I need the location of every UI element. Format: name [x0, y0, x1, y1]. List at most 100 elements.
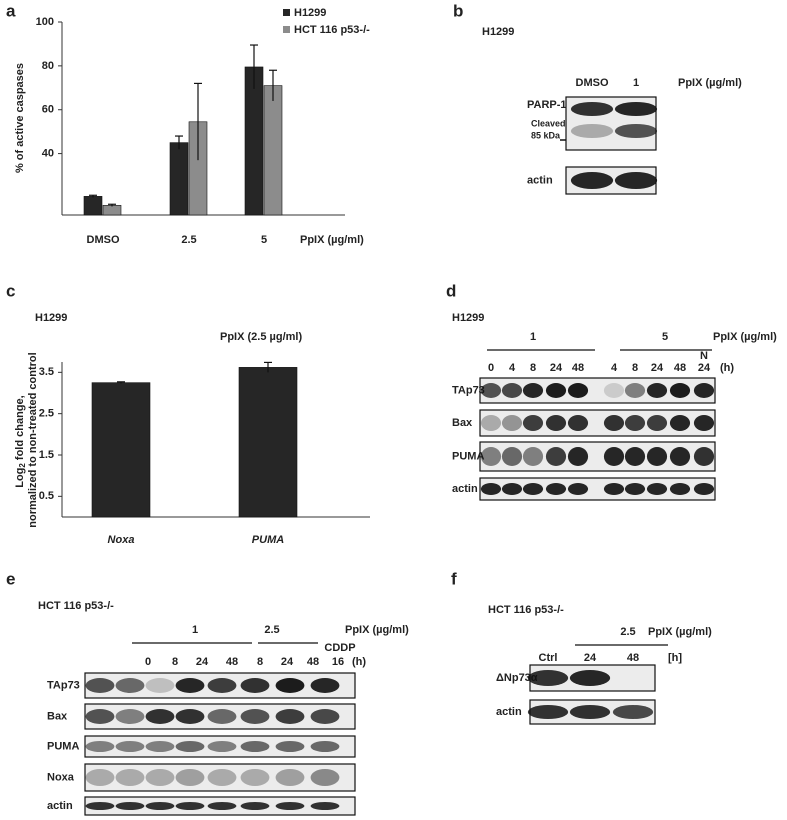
- cell-line: HCT 116 p53-/-: [488, 604, 564, 616]
- band: [501, 383, 523, 398]
- y-tick-label: 3.5: [39, 366, 54, 378]
- lane-label: 0: [488, 362, 494, 374]
- band: [310, 709, 340, 724]
- band: [693, 383, 715, 398]
- band: [545, 383, 567, 398]
- lane-label: 24: [584, 652, 597, 664]
- bar: [263, 85, 283, 216]
- lane-label: 0: [145, 656, 151, 668]
- band: [175, 741, 205, 752]
- time-unit: (h): [352, 656, 366, 668]
- panel-letter: a: [6, 1, 16, 20]
- row-label: actin: [527, 174, 553, 186]
- band: [624, 383, 646, 398]
- bar: [83, 196, 103, 216]
- lane-label: 48: [627, 652, 639, 664]
- row-label: PUMA: [452, 450, 484, 462]
- row-label: actin: [47, 800, 73, 812]
- x-tick-label: 5: [261, 234, 267, 246]
- lane-label: 16: [332, 656, 344, 668]
- row-label: Bax: [47, 710, 68, 722]
- lane-label: DMSO: [576, 77, 609, 89]
- lane-label: 8: [530, 362, 536, 374]
- band: [207, 741, 237, 752]
- lane-label: 8: [172, 656, 178, 668]
- band: [527, 705, 569, 719]
- x-tick-label: DMSO: [87, 234, 120, 246]
- band: [145, 709, 175, 724]
- band: [624, 483, 646, 495]
- band: [545, 483, 567, 495]
- band: [85, 709, 115, 724]
- row-label: PUMA: [47, 740, 79, 752]
- group-label: 1: [192, 624, 198, 636]
- lane-note: CDDP: [324, 642, 355, 654]
- band: [603, 483, 625, 495]
- band: [693, 483, 715, 495]
- band: [275, 678, 305, 693]
- band: [669, 383, 691, 398]
- cell-line: H1299: [452, 312, 484, 324]
- band: [501, 447, 523, 466]
- band: [646, 483, 668, 495]
- lane-label: 48: [307, 656, 319, 668]
- band: [570, 172, 614, 189]
- chart-subtitle: PpIX (2.5 µg/ml): [220, 331, 302, 343]
- x-axis-label: PpIX (µg/ml): [300, 234, 364, 246]
- band: [175, 678, 205, 693]
- band: [145, 769, 175, 786]
- band: [115, 741, 145, 752]
- lane-label: 8: [632, 362, 638, 374]
- y-label-part: normalized to non-treated control: [27, 352, 39, 527]
- row-label: TAp73: [452, 384, 485, 396]
- y-tick-label: 100: [36, 16, 54, 28]
- treatment-label: PpIX (µg/ml): [345, 624, 409, 636]
- group-label: 1: [530, 331, 536, 343]
- band: [207, 709, 237, 724]
- lane-label: 24: [281, 656, 294, 668]
- band: [624, 447, 646, 466]
- panel-letter: b: [453, 1, 463, 20]
- lane-label: 48: [226, 656, 238, 668]
- treatment-label: PpIX (µg/ml): [678, 77, 742, 89]
- band: [522, 383, 544, 398]
- band: [669, 483, 691, 495]
- row-label: actin: [496, 706, 522, 718]
- panel-letter: f: [451, 569, 457, 588]
- legend-swatch: [283, 26, 290, 33]
- blot-strip: [84, 763, 356, 792]
- band: [480, 415, 502, 431]
- band: [145, 741, 175, 752]
- band: [115, 802, 145, 810]
- band: [175, 709, 205, 724]
- band: [85, 741, 115, 752]
- treatment-label: PpIX (µg/ml): [713, 331, 777, 343]
- band: [175, 769, 205, 786]
- row-label: TAp73: [47, 679, 80, 691]
- band-note: Cleaved: [531, 118, 566, 128]
- band: [522, 447, 544, 466]
- band: [646, 447, 668, 466]
- band: [480, 483, 502, 495]
- cell-line: H1299: [482, 26, 514, 38]
- band: [115, 678, 145, 693]
- lane-label: 4: [611, 362, 618, 374]
- band-note: 85 kDa: [531, 130, 561, 140]
- group-label: 2.5: [620, 626, 635, 638]
- band: [240, 709, 270, 724]
- band: [603, 383, 625, 398]
- band: [567, 447, 589, 466]
- band: [527, 670, 569, 686]
- band: [501, 483, 523, 495]
- band: [612, 705, 654, 719]
- row-label: actin: [452, 483, 478, 495]
- y-label-part: Log: [14, 468, 26, 488]
- cell-line: H1299: [35, 312, 67, 324]
- panel-letter: c: [6, 281, 15, 300]
- lane-label: 24: [550, 362, 563, 374]
- y-label-part: fold change,: [14, 395, 26, 463]
- row-label: PARP-1: [527, 99, 567, 111]
- band: [669, 447, 691, 466]
- band: [624, 415, 646, 431]
